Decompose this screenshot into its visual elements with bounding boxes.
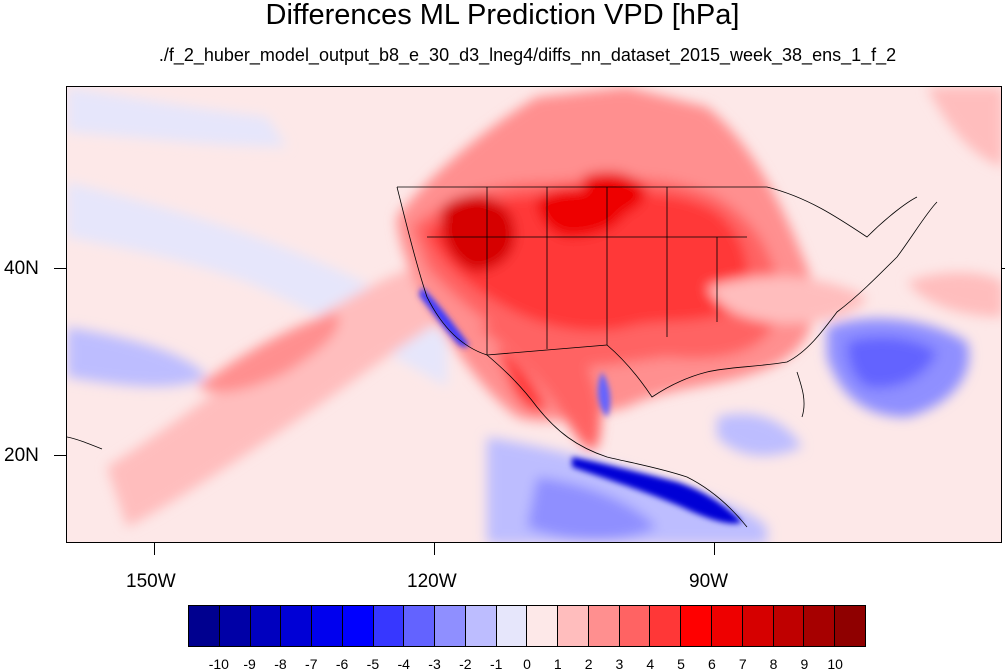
colorbar-label: -6 (335, 656, 349, 672)
lat-tick-40n-right (1002, 268, 1005, 269)
colorbar-swatch (773, 606, 805, 646)
lon-label-90w: 90W (689, 571, 729, 592)
colorbar-swatch (742, 606, 774, 646)
colorbar-swatch (404, 606, 436, 646)
colorbar-label: 2 (584, 656, 593, 672)
colorbar-swatch (650, 606, 682, 646)
colorbar-label: 4 (646, 656, 655, 672)
colorbar-swatch (835, 606, 865, 646)
colorbar-swatch (312, 606, 343, 646)
vpd-difference-field (67, 87, 1001, 542)
colorbar-swatch (373, 606, 405, 646)
colorbar-swatch (250, 606, 282, 646)
lat-label-40n: 40N (4, 258, 39, 279)
lat-tick-40n-left (54, 268, 66, 269)
lon-tick-150w (154, 543, 155, 555)
colorbar-swatch (465, 606, 497, 646)
lon-tick-90w (714, 543, 715, 555)
colorbar-label: -10 (208, 656, 229, 672)
colorbar-label: -8 (274, 656, 287, 672)
colorbar-label: 1 (553, 656, 562, 672)
colorbar-label: 0 (523, 656, 531, 672)
colorbar-swatch (496, 606, 528, 646)
colorbar-label: -1 (489, 656, 503, 672)
colorbar-label: 7 (738, 656, 747, 672)
lat-tick-20n-left (54, 455, 66, 456)
colorbar-label: -3 (428, 656, 441, 672)
lon-label-150w: 150W (126, 571, 176, 592)
colorbar-swatch (219, 606, 251, 646)
colorbar-label: 3 (615, 656, 624, 672)
colorbar-swatch (342, 606, 374, 646)
colorbar-swatch (681, 606, 713, 646)
colorbar-label: 8 (769, 656, 778, 672)
colorbar-swatch (588, 606, 620, 646)
colorbar-label: 9 (800, 656, 809, 672)
colorbar-label: -2 (459, 656, 472, 672)
colorbar-label: 5 (677, 656, 685, 672)
map-subtitle: ./f_2_huber_model_output_b8_e_30_d3_lneg… (158, 45, 897, 65)
colorbar-swatch (558, 606, 589, 646)
map-title: Differences ML Prediction VPD [hPa] (265, 0, 740, 31)
lat-label-20n: 20N (4, 445, 39, 466)
colorbar-label: 10 (827, 656, 843, 672)
colorbar-swatch (281, 606, 313, 646)
colorbar-label: 6 (708, 656, 716, 672)
colorbar-swatch (189, 606, 220, 646)
colorbar-swatch (712, 606, 743, 646)
colorbar-swatch (804, 606, 836, 646)
colorbar-label: -9 (243, 656, 256, 672)
colorbar-swatch (619, 606, 651, 646)
colorbar-label: -7 (305, 656, 318, 672)
colorbar (188, 605, 866, 647)
colorbar-swatch (527, 606, 559, 646)
lon-label-120w: 120W (407, 571, 457, 592)
colorbar-label: -4 (397, 656, 410, 672)
colorbar-label: -5 (366, 656, 380, 672)
map-plot-area (66, 86, 1002, 543)
lon-tick-120w (434, 543, 435, 555)
colorbar-swatch (435, 606, 466, 646)
